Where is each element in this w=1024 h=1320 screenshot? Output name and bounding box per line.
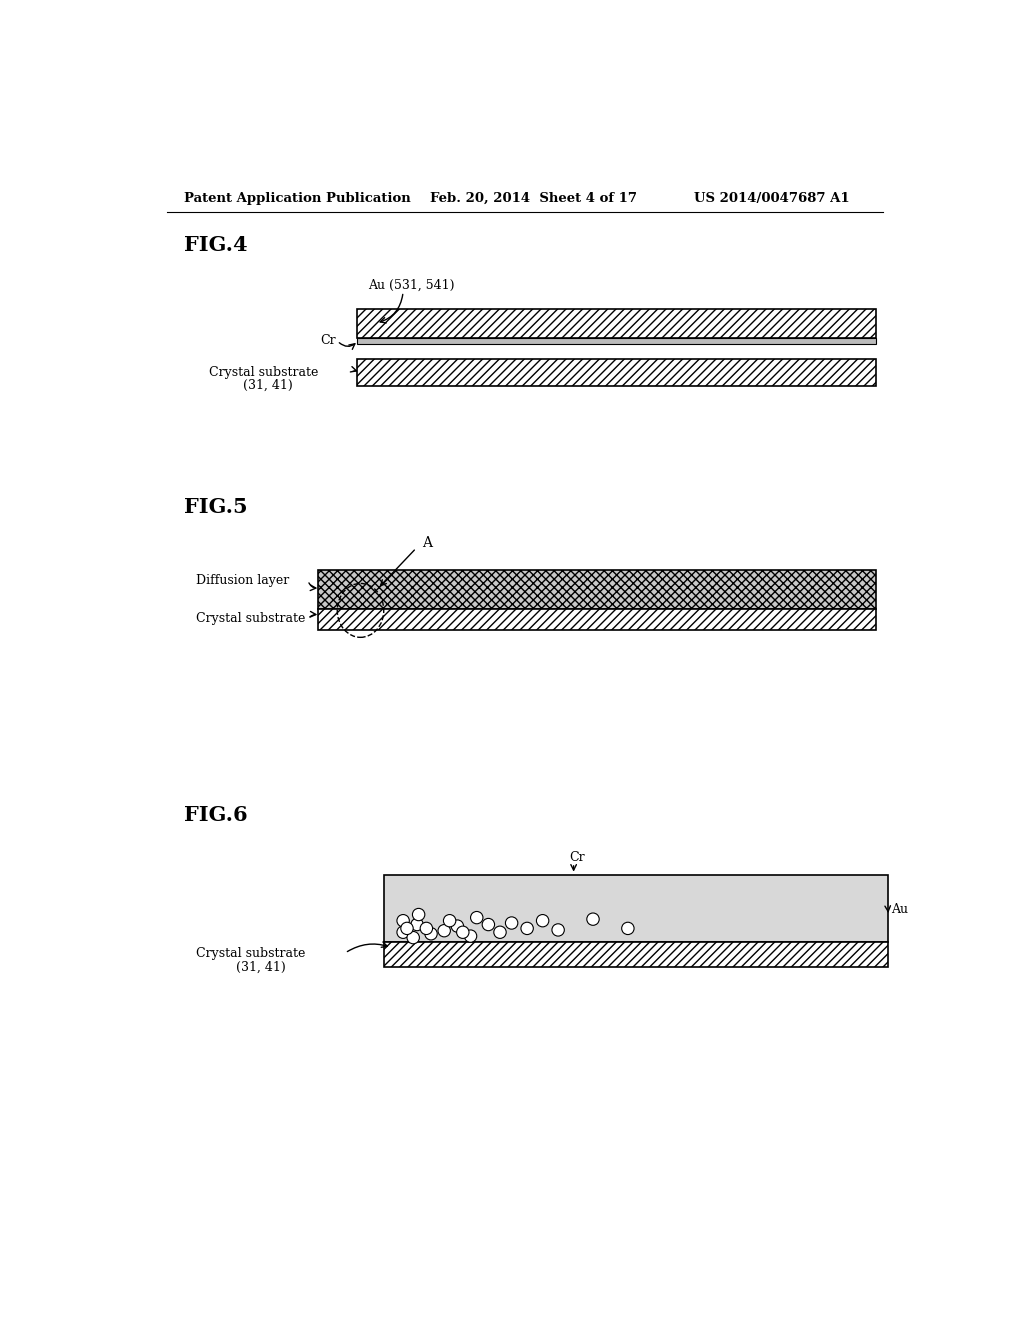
- Text: Patent Application Publication: Patent Application Publication: [183, 191, 411, 205]
- Circle shape: [537, 915, 549, 927]
- Text: Diffusion layer: Diffusion layer: [197, 574, 290, 587]
- Circle shape: [443, 915, 456, 927]
- Text: (31, 41): (31, 41): [237, 961, 287, 973]
- Text: Cr: Cr: [321, 334, 336, 347]
- Circle shape: [411, 919, 423, 931]
- Bar: [356, 359, 876, 385]
- Bar: [384, 942, 888, 966]
- Text: Feb. 20, 2014  Sheet 4 of 17: Feb. 20, 2014 Sheet 4 of 17: [430, 191, 637, 205]
- Bar: [356, 338, 876, 345]
- Bar: [317, 609, 876, 631]
- Bar: [317, 570, 876, 609]
- Text: Crystal substrate: Crystal substrate: [209, 366, 318, 379]
- Circle shape: [452, 920, 464, 932]
- Circle shape: [397, 927, 410, 939]
- Text: A: A: [423, 536, 432, 550]
- Circle shape: [400, 923, 414, 935]
- Circle shape: [420, 923, 432, 935]
- Circle shape: [457, 927, 469, 939]
- Circle shape: [425, 928, 437, 940]
- Circle shape: [407, 932, 420, 944]
- Text: Au: Au: [891, 903, 908, 916]
- Text: Crystal substrate: Crystal substrate: [197, 612, 305, 626]
- Circle shape: [397, 915, 410, 927]
- Text: US 2014/0047687 A1: US 2014/0047687 A1: [693, 191, 849, 205]
- Text: FIG.6: FIG.6: [183, 805, 248, 825]
- Circle shape: [482, 919, 495, 931]
- Circle shape: [622, 923, 634, 935]
- Circle shape: [506, 917, 518, 929]
- Circle shape: [471, 911, 483, 924]
- Circle shape: [494, 927, 506, 939]
- Text: FIG.5: FIG.5: [183, 498, 248, 517]
- Circle shape: [464, 929, 477, 942]
- Text: (31, 41): (31, 41): [243, 379, 293, 392]
- Text: Cr: Cr: [569, 851, 586, 865]
- Circle shape: [587, 913, 599, 925]
- Circle shape: [438, 924, 451, 937]
- Bar: [356, 309, 876, 338]
- Circle shape: [552, 924, 564, 936]
- Circle shape: [413, 908, 425, 921]
- Circle shape: [521, 923, 534, 935]
- Text: Crystal substrate: Crystal substrate: [197, 946, 305, 960]
- Bar: [384, 875, 888, 942]
- Text: FIG.4: FIG.4: [183, 235, 248, 255]
- Text: Au (531, 541): Au (531, 541): [369, 279, 455, 292]
